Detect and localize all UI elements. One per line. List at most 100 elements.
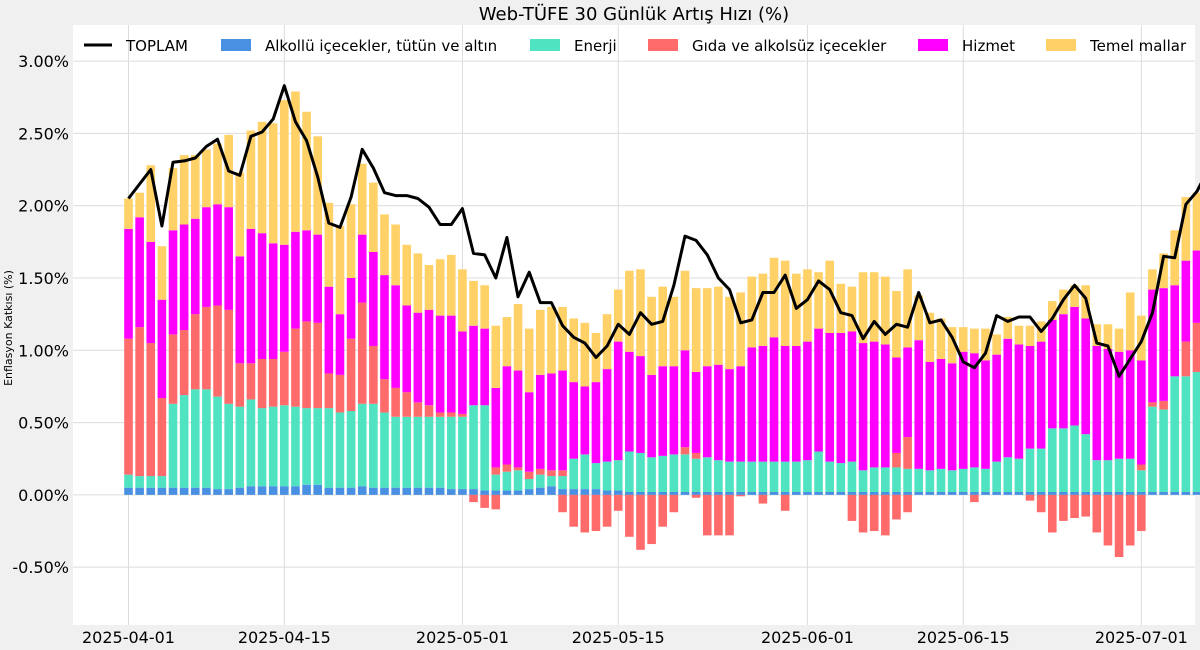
bar-alkol (769, 491, 779, 495)
bar-enerji (736, 461, 745, 492)
bar-alkol (458, 489, 467, 495)
x-tick-label: 2025-06-01 (761, 628, 854, 647)
y-tick-label: 3.00% (18, 52, 69, 71)
bar-hizmet (691, 371, 701, 453)
bar-temel (1092, 324, 1102, 346)
bar-gida (513, 467, 523, 471)
bar-alkol (1148, 491, 1157, 495)
bar-enerji (881, 467, 890, 492)
bar-hizmet (780, 345, 790, 462)
bar-enerji (1103, 460, 1113, 492)
bar-alkol (157, 487, 167, 495)
bar-temel (569, 318, 578, 383)
bar-hizmet (179, 224, 189, 331)
bar-gida (547, 470, 556, 477)
bar-gida-negative (1047, 494, 1057, 533)
bar-hizmet (202, 207, 211, 307)
bar-temel (380, 214, 389, 276)
bar-temel (547, 306, 556, 374)
bar-temel (992, 334, 1001, 355)
x-tick-label: 2025-04-15 (238, 628, 331, 647)
bar-temel (1148, 269, 1157, 290)
bar-gida (1148, 402, 1157, 407)
bar-temel (202, 149, 211, 208)
bar-hizmet (1148, 289, 1157, 403)
bar-temel (536, 309, 545, 375)
bar-hizmet (435, 315, 445, 413)
bar-alkol (1125, 491, 1135, 495)
bar-hizmet (569, 382, 578, 459)
bar-enerji (190, 389, 200, 488)
bar-enerji (1003, 457, 1013, 492)
bar-gida (892, 452, 901, 468)
bar-hizmet (224, 207, 233, 310)
bar-enerji (970, 467, 979, 492)
bar-temel (736, 292, 745, 367)
bar-temel (458, 269, 467, 332)
y-tick-label: 0.00% (18, 486, 69, 505)
bar-enerji (446, 416, 456, 490)
bar-alkol (202, 487, 211, 495)
bar-gida (202, 306, 211, 390)
bar-temel (669, 296, 679, 367)
bar-hizmet (669, 366, 679, 455)
bar-hizmet (1114, 351, 1124, 459)
bar-hizmet (658, 366, 668, 456)
bar-alkol (1014, 491, 1024, 495)
x-tick-label: 2025-05-01 (416, 628, 509, 647)
bar-temel (268, 123, 278, 244)
bar-gida (190, 314, 200, 390)
bar-gida (691, 452, 701, 459)
bar-enerji (1070, 425, 1079, 492)
bar-hizmet (524, 392, 534, 472)
bar-temel (157, 246, 167, 300)
bar-gida-negative (658, 494, 668, 527)
legend-swatch (1046, 39, 1076, 51)
bar-temel (981, 328, 990, 361)
bar-gida-negative (892, 494, 901, 520)
bar-hizmet (970, 353, 979, 468)
bar-temel (302, 111, 311, 231)
bar-alkol (658, 491, 668, 495)
total-line-layer (127, 84, 1200, 378)
bar-enerji (1192, 371, 1200, 492)
bar-enerji (936, 468, 946, 492)
bar-enerji (202, 389, 211, 488)
bar-hizmet (625, 351, 634, 452)
bar-enerji (480, 405, 489, 491)
bar-gida-negative (480, 494, 489, 508)
bar-enerji (1159, 409, 1168, 492)
bar-enerji (647, 457, 656, 492)
bar-enerji (1137, 470, 1146, 492)
bar-enerji (324, 408, 334, 488)
bar-hizmet (1003, 338, 1013, 458)
bar-gida (179, 330, 189, 396)
legend-label: TOPLAM (125, 37, 188, 55)
bar-enerji (914, 468, 924, 492)
bar-gida-negative (1070, 494, 1079, 519)
bar-hizmet (1025, 345, 1035, 449)
bar-hizmet (190, 218, 200, 315)
bar-alkol (847, 491, 857, 495)
bar-hizmet (1059, 314, 1068, 429)
bar-enerji (502, 471, 512, 491)
bar-enerji (691, 458, 701, 492)
bar-enerji (524, 478, 534, 490)
bars (124, 91, 1200, 558)
bar-alkol (502, 490, 512, 495)
bar-alkol (780, 491, 790, 495)
bar-gida-negative (1092, 494, 1102, 533)
bar-gida-negative (970, 494, 979, 503)
bar-hizmet (1181, 260, 1191, 342)
bar-alkol (869, 491, 879, 495)
bar-hizmet (591, 382, 601, 464)
bar-hizmet (858, 343, 868, 471)
bar-gida-negative (1125, 494, 1135, 546)
bar-hizmet (480, 328, 489, 406)
bar-gida (324, 373, 334, 409)
bar-gida (502, 464, 512, 472)
bar-alkol (1114, 491, 1124, 495)
bar-hizmet (1125, 350, 1135, 459)
bar-enerji (1114, 458, 1124, 492)
legend-swatch (530, 39, 560, 51)
